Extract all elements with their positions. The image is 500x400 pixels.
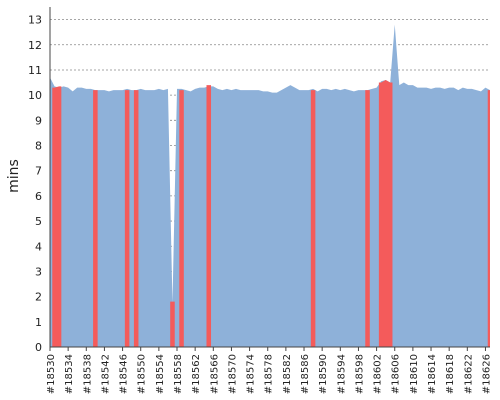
y-tick-label-2: 2 bbox=[35, 291, 42, 304]
y-tick-label-13: 13 bbox=[28, 14, 42, 27]
x-tick-label-18614: #18614 bbox=[427, 354, 438, 394]
x-tick-label-18558: #18558 bbox=[173, 354, 184, 394]
x-tick-label-18542: #18542 bbox=[100, 354, 111, 394]
y-tick-label-5: 5 bbox=[35, 215, 42, 228]
x-tick-label-18582: #18582 bbox=[282, 354, 293, 394]
x-tick-label-18610: #18610 bbox=[409, 354, 420, 394]
x-tick-label-18578: #18578 bbox=[264, 354, 275, 394]
failed-build-marker-6 bbox=[179, 90, 184, 348]
failed-build-marker-10 bbox=[378, 80, 393, 347]
x-tick-label-18566: #18566 bbox=[209, 354, 220, 394]
failed-build-marker-3 bbox=[124, 90, 130, 348]
failed-build-marker-5 bbox=[170, 301, 175, 347]
x-tick-label-18538: #18538 bbox=[82, 354, 93, 394]
x-tick-label-18562: #18562 bbox=[191, 354, 202, 394]
y-tick-label-10: 10 bbox=[28, 89, 42, 102]
x-tick-label-18534: #18534 bbox=[64, 354, 75, 394]
x-tick-label-18550: #18550 bbox=[137, 354, 148, 394]
failed-build-marker-4 bbox=[133, 90, 139, 348]
failed-build-marker-9 bbox=[365, 90, 370, 348]
series-area-blue bbox=[50, 24, 490, 347]
failed-build-marker-8 bbox=[310, 90, 316, 348]
failed-build-marker-7 bbox=[206, 85, 212, 347]
y-tick-label-1: 1 bbox=[35, 316, 42, 329]
x-tick-label-18590: #18590 bbox=[318, 354, 329, 394]
failed-build-marker-1 bbox=[52, 86, 62, 347]
x-tick-label-18546: #18546 bbox=[119, 354, 130, 394]
x-tick-label-18554: #18554 bbox=[155, 354, 166, 394]
x-tick-label-18574: #18574 bbox=[246, 354, 257, 394]
y-tick-label-6: 6 bbox=[35, 190, 42, 203]
failed-build-marker-11 bbox=[487, 90, 490, 348]
x-tick-label-18586: #18586 bbox=[300, 354, 311, 394]
y-tick-label-12: 12 bbox=[28, 39, 42, 52]
x-tick-label-18606: #18606 bbox=[391, 354, 402, 394]
x-tick-label-18570: #18570 bbox=[227, 354, 238, 394]
x-tick-label-18530: #18530 bbox=[46, 354, 57, 394]
x-tick-label-18622: #18622 bbox=[463, 354, 474, 394]
y-tick-label-4: 4 bbox=[35, 240, 42, 253]
plot-area bbox=[50, 24, 490, 348]
x-tick-label-18594: #18594 bbox=[336, 354, 347, 394]
y-tick-label-11: 11 bbox=[28, 64, 42, 77]
failed-build-marker-2 bbox=[93, 90, 98, 348]
x-tick-label-18618: #18618 bbox=[445, 354, 456, 394]
y-tick-label-7: 7 bbox=[35, 165, 42, 178]
y-axis-title: mins bbox=[6, 159, 22, 193]
y-tick-label-0: 0 bbox=[35, 341, 42, 354]
y-tick-label-3: 3 bbox=[35, 265, 42, 278]
y-tick-label-8: 8 bbox=[35, 140, 42, 153]
y-tick-label-9: 9 bbox=[35, 114, 42, 127]
x-tick-label-18626: #18626 bbox=[481, 354, 492, 394]
x-tick-label-18602: #18602 bbox=[373, 354, 384, 394]
x-tick-label-18598: #18598 bbox=[354, 354, 365, 394]
